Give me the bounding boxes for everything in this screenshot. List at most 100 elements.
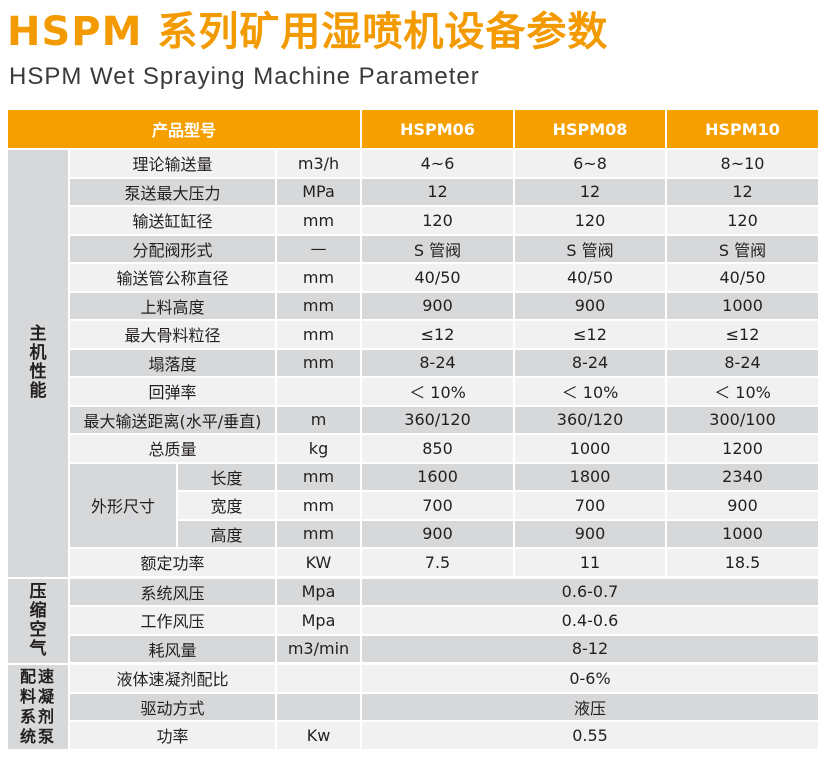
param-value: 850 <box>362 435 516 464</box>
section-accel-label: 配速料凝系剂统泵 <box>8 665 70 751</box>
param-value: ＜ 10% <box>515 378 668 407</box>
table-row: 压缩空气 系统风压 Mpa 0.6-0.7 <box>8 578 821 665</box>
param-unit: m <box>277 406 363 435</box>
table-row: 驱动方式 液压 <box>8 693 821 722</box>
param-value: 900 <box>515 520 668 549</box>
param-name: 总质量 <box>70 435 277 464</box>
header-product-model: 产品型号 <box>8 110 363 150</box>
param-value: 1000 <box>515 435 668 464</box>
param-unit: KW <box>277 549 363 579</box>
param-unit: mm <box>277 207 363 236</box>
section-air-label: 压缩空气 <box>8 578 70 665</box>
param-name: 分配阀形式 <box>70 235 277 264</box>
param-value: 1200 <box>667 435 821 464</box>
param-value: ＜ 10% <box>667 378 821 407</box>
param-value: 120 <box>515 207 668 236</box>
param-name: 高度 <box>178 520 277 549</box>
param-value: 360/120 <box>362 406 516 435</box>
param-name: 功率 <box>70 722 277 751</box>
table-header-row: 产品型号 HSPM06 HSPM08 HSPM10 <box>8 110 821 150</box>
param-value: 700 <box>515 492 668 521</box>
table-row: 分配阀形式 — S 管阀 S 管阀 S 管阀 <box>8 235 821 264</box>
param-value: 11 <box>515 549 668 579</box>
param-unit: MPa <box>277 178 363 207</box>
param-unit <box>277 665 363 694</box>
param-value: 900 <box>515 292 668 321</box>
param-value: 40/50 <box>667 264 821 293</box>
param-unit: kg <box>277 435 363 464</box>
param-value: 7.5 <box>362 549 516 579</box>
table-row: 最大骨料粒径 mm ≤12 ≤12 ≤12 <box>8 321 821 350</box>
section-air-text: 压缩空气 <box>29 581 47 659</box>
param-value: 1000 <box>667 292 821 321</box>
param-unit: mm <box>277 321 363 350</box>
section-main-text: 主机性能 <box>29 324 47 402</box>
param-value: 900 <box>362 520 516 549</box>
param-value: 300/100 <box>667 406 821 435</box>
param-value: 360/120 <box>515 406 668 435</box>
param-value: 0.55 <box>362 722 821 751</box>
table-row: 配速料凝系剂统泵 液体速凝剂配比 0-6% <box>8 665 821 751</box>
param-name: 最大骨料粒径 <box>70 321 277 350</box>
param-unit: mm <box>277 292 363 321</box>
param-value: 18.5 <box>667 549 821 579</box>
param-value: 0-6% <box>362 665 821 694</box>
param-value: 40/50 <box>515 264 668 293</box>
table-row: 最大输送距离(水平/垂直) m 360/120 360/120 300/100 <box>8 406 821 435</box>
header-model-hspm08: HSPM08 <box>515 110 668 150</box>
param-value: S 管阀 <box>362 235 516 264</box>
param-unit: mm <box>277 520 363 549</box>
table-row: 泵送最大压力 MPa 12 12 12 <box>8 178 821 207</box>
param-value: ≤12 <box>515 321 668 350</box>
param-unit: mm <box>277 492 363 521</box>
param-value: 0.4-0.6 <box>362 607 821 636</box>
param-value: ≤12 <box>667 321 821 350</box>
param-value: 1600 <box>362 463 516 492</box>
section-accel-text: 配速料凝系剂统泵 <box>19 666 56 746</box>
param-value: 8-24 <box>362 349 516 378</box>
param-value: 8-24 <box>667 349 821 378</box>
table-row: 总质量 kg 850 1000 1200 <box>8 435 821 464</box>
table-row: 高度 mm 900 900 1000 <box>8 520 821 549</box>
param-unit: — <box>277 235 363 264</box>
table-row: 宽度 mm 700 700 900 <box>8 492 821 521</box>
param-value: 12 <box>515 178 668 207</box>
param-name: 回弹率 <box>70 378 277 407</box>
param-value: 700 <box>362 492 516 521</box>
param-value: 120 <box>362 207 516 236</box>
table-row: 主机性能 理论输送量 m3/h 4~6 6~8 8~10 <box>8 150 821 579</box>
table-row: 上料高度 mm 900 900 1000 <box>8 292 821 321</box>
table-row: 塌落度 mm 8-24 8-24 8-24 <box>8 349 821 378</box>
param-unit <box>277 378 363 407</box>
param-unit: Kw <box>277 722 363 751</box>
param-name: 宽度 <box>178 492 277 521</box>
table-row: 回弹率 ＜ 10% ＜ 10% ＜ 10% <box>8 378 821 407</box>
param-value: 8~10 <box>667 150 821 179</box>
param-value: 2340 <box>667 463 821 492</box>
param-name: 上料高度 <box>70 292 277 321</box>
param-value: ＜ 10% <box>362 378 516 407</box>
param-name: 最大输送距离(水平/垂直) <box>70 406 277 435</box>
param-value: S 管阀 <box>515 235 668 264</box>
param-unit: Mpa <box>277 578 363 607</box>
table-row: 额定功率 KW 7.5 11 18.5 <box>8 549 821 579</box>
param-unit: Mpa <box>277 607 363 636</box>
param-name: 工作风压 <box>70 607 277 636</box>
param-value: 0.6-0.7 <box>362 578 821 607</box>
header-model-hspm10: HSPM10 <box>667 110 821 150</box>
table-row: 工作风压 Mpa 0.4-0.6 <box>8 607 821 636</box>
param-unit: mm <box>277 349 363 378</box>
table-row: 外形尺寸 长度 mm 1600 1800 2340 <box>8 463 821 549</box>
param-value: 8-12 <box>362 635 821 665</box>
param-value: 8-24 <box>515 349 668 378</box>
param-name: 输送管公称直径 <box>70 264 277 293</box>
param-value: 6~8 <box>515 150 668 179</box>
param-unit: mm <box>277 264 363 293</box>
table-row: 耗风量 m3/min 8-12 <box>8 635 821 665</box>
param-unit: mm <box>277 463 363 492</box>
param-name: 液体速凝剂配比 <box>70 665 277 694</box>
param-value: 12 <box>667 178 821 207</box>
param-value: ≤12 <box>362 321 516 350</box>
param-name: 系统风压 <box>70 578 277 607</box>
page-subtitle: HSPM Wet Spraying Machine Parameter <box>9 63 480 90</box>
